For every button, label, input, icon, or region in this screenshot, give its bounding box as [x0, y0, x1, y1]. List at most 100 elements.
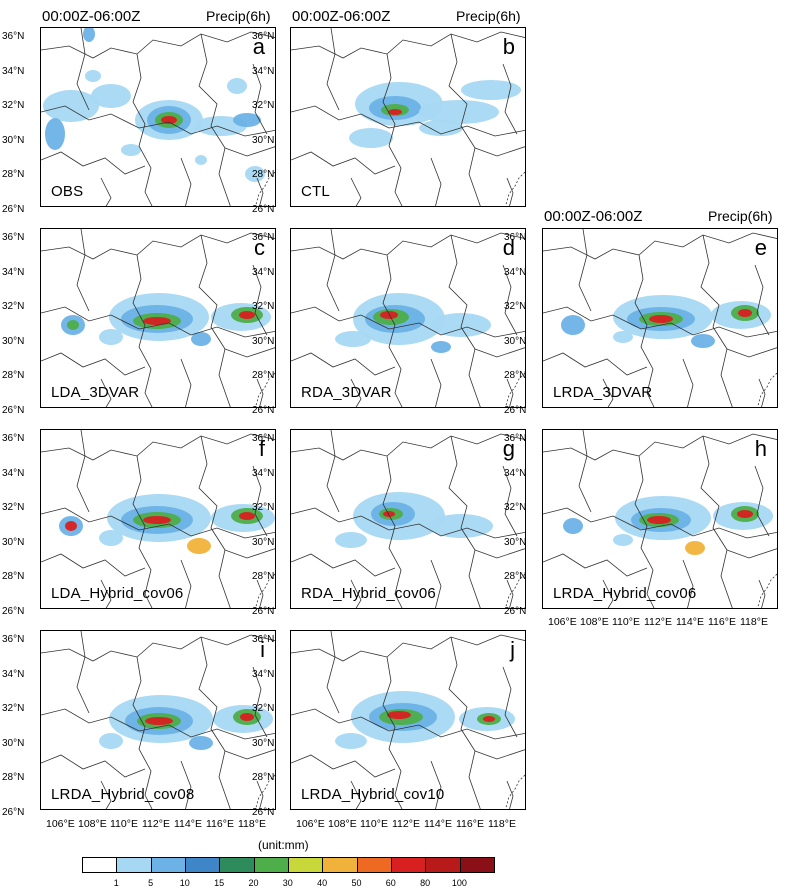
lat-tick-label: 30°N [2, 134, 25, 146]
rainfall-area [649, 315, 673, 323]
province-border [634, 455, 655, 608]
rainfall-area [85, 70, 101, 82]
coastline [505, 372, 525, 407]
rainfall-area [431, 313, 491, 337]
colorbar-level-label: 5 [148, 878, 154, 888]
panel-letter: d [502, 235, 515, 260]
province-border [100, 378, 112, 407]
lat-tick-label: 30°N [252, 737, 275, 749]
province-border [100, 579, 112, 608]
province-border [448, 33, 481, 206]
lat-tick-label: 30°N [504, 335, 527, 347]
lat-tick-label: 32°N [504, 502, 527, 513]
lat-tick-label: 26°N [2, 404, 25, 416]
lat-tick-label: 30°N [252, 536, 275, 548]
panel-name: LRDA_Hybrid_cov10 [301, 786, 445, 803]
province-border [326, 229, 340, 312]
province-border [132, 455, 153, 608]
province-border [198, 33, 231, 206]
panel-name: LRDA_Hybrid_cov06 [553, 585, 697, 602]
province-border [252, 63, 268, 135]
rainfall-area [349, 128, 393, 148]
lat-tick-label: 34°N [2, 65, 25, 77]
rainfall-area [195, 155, 207, 165]
lat-tick-label: 36°N [2, 433, 25, 444]
province-border [430, 358, 442, 407]
rainfall-area [161, 116, 177, 124]
province-border [382, 254, 403, 407]
province-border [41, 433, 275, 461]
province-border [76, 631, 90, 714]
colorbar-level-label: 40 [317, 878, 328, 888]
province-border [682, 358, 694, 407]
rainfall-area [227, 78, 247, 94]
lon-tick-label: 116°E [708, 616, 736, 628]
panel-h: h LRDA_Hybrid_cov06 [542, 429, 778, 609]
province-border [326, 430, 340, 513]
province-border [634, 254, 655, 407]
province-border [726, 548, 777, 559]
province-border [76, 430, 90, 513]
province-border [758, 579, 766, 608]
rainfall-area [43, 90, 99, 122]
lat-tick-label: 30°N [2, 536, 25, 548]
rainfall-area [387, 711, 411, 719]
lat-tick-label: 34°N [252, 668, 275, 680]
coastline [757, 573, 777, 608]
province-border [502, 264, 518, 336]
province-border [252, 465, 268, 537]
rainfall-area [99, 733, 123, 749]
province-border [448, 636, 481, 809]
rainfall-area [65, 521, 77, 531]
panel-name: RDA_3DVAR [301, 384, 392, 401]
province-border [543, 507, 777, 539]
province-border [291, 352, 396, 376]
rainfall-area [335, 532, 367, 548]
lon-tick-label: 114°E [676, 616, 704, 628]
province-border [41, 754, 146, 778]
province-border [758, 378, 766, 407]
province-border [350, 177, 362, 206]
rainfall-area [189, 736, 213, 750]
lon-tick-label: 114°E [424, 818, 452, 830]
colorbar-segment [150, 857, 186, 873]
lat-tick-label: 30°N [252, 134, 275, 146]
lat-tick-label: 30°N [252, 335, 275, 347]
rainfall-area [738, 309, 752, 317]
province-border [326, 28, 340, 111]
province-border [291, 708, 525, 740]
province-border [506, 378, 514, 407]
rainfall-area [380, 311, 398, 319]
map-e [543, 229, 777, 407]
province-border [76, 28, 90, 111]
rainfall-area [335, 331, 371, 347]
lat-tick-label: 34°N [2, 266, 25, 278]
lon-tick-label: 114°E [174, 818, 202, 830]
province-border [326, 631, 340, 714]
rainfall-area [691, 334, 715, 348]
colorbar-level-label: 100 [451, 878, 467, 888]
lon-tick-label: 112°E [142, 818, 170, 830]
lat-tick-label: 28°N [504, 370, 527, 381]
lon-tick-label: 112°E [644, 616, 672, 628]
colorbar-segment [116, 857, 152, 873]
colorbar-segment [322, 857, 358, 873]
map-d [291, 229, 525, 407]
lon-tick-label: 116°E [206, 818, 234, 830]
lon-tick-label: 116°E [456, 818, 484, 830]
panel-name: OBS [51, 183, 84, 200]
coastline [505, 774, 525, 809]
province-border [350, 378, 362, 407]
province-border [502, 666, 518, 738]
rainfall-area [99, 530, 123, 546]
province-border [754, 465, 770, 537]
province-border [291, 232, 525, 260]
lat-tick-label: 32°N [2, 301, 25, 312]
panel-name: LRDA_3DVAR [553, 384, 653, 401]
coastline [255, 372, 275, 407]
colorbar-level-label: 10 [179, 878, 190, 888]
lat-tick-label: 28°N [252, 571, 275, 582]
lat-tick-label: 26°N [504, 605, 527, 617]
colorbar-segment [288, 857, 324, 873]
province-border [291, 31, 525, 59]
